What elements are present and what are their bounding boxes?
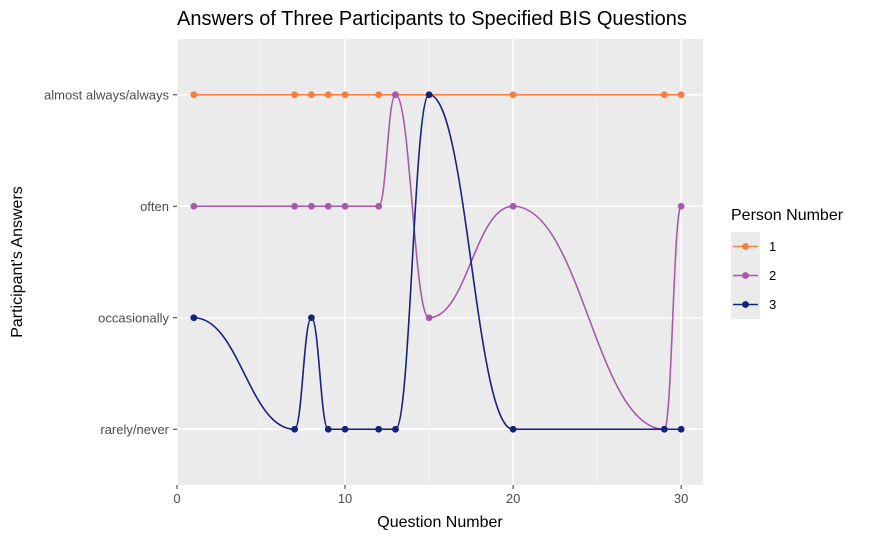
legend: Person Number 1 2 3 [731, 207, 844, 319]
legend-key-point-3 [742, 301, 749, 308]
data-point-series-3 [660, 425, 668, 433]
data-point-series-3 [425, 91, 433, 99]
x-tick-label: 10 [338, 491, 352, 506]
minor-gridlines [260, 39, 598, 485]
data-point-series-2 [509, 202, 517, 210]
legend-key-point-2 [742, 272, 749, 279]
x-tick-label: 30 [674, 491, 688, 506]
data-point-series-3 [341, 425, 349, 433]
data-point-series-1 [660, 91, 668, 99]
data-point-series-1 [341, 91, 349, 99]
x-tick-label: 0 [173, 491, 180, 506]
data-point-series-3 [392, 425, 399, 433]
data-point-series-2 [341, 202, 349, 210]
x-axis: 0 10 20 30 [173, 485, 688, 506]
y-tick-label: often [140, 199, 169, 214]
y-tick-label: occasionally [98, 310, 169, 325]
data-point-series-3 [677, 425, 685, 433]
legend-key-point-1 [742, 243, 749, 250]
data-point-series-2 [308, 202, 315, 210]
data-point-series-2 [190, 202, 198, 210]
series-points [190, 91, 685, 433]
y-tick-label: almost always/always [44, 87, 169, 102]
y-axis-title: Participant's Answers [9, 186, 26, 338]
data-point-series-2 [375, 202, 383, 210]
data-point-series-2 [324, 202, 332, 210]
data-point-series-3 [375, 425, 383, 433]
data-point-series-1 [291, 91, 299, 99]
y-tick-label: rarely/never [100, 422, 169, 437]
data-point-series-3 [308, 314, 315, 322]
data-point-series-1 [324, 91, 332, 99]
legend-title: Person Number [731, 207, 844, 224]
data-point-series-3 [190, 314, 198, 322]
legend-label-1: 1 [769, 239, 776, 254]
x-tick-label: 20 [506, 491, 520, 506]
data-point-series-3 [509, 425, 517, 433]
data-point-series-1 [375, 91, 383, 99]
legend-label-2: 2 [769, 268, 776, 283]
data-point-series-2 [392, 91, 399, 99]
chart-title: Answers of Three Participants to Specifi… [177, 8, 687, 30]
x-axis-title: Question Number [377, 514, 503, 531]
data-point-series-2 [291, 202, 299, 210]
data-point-series-2 [425, 314, 433, 322]
data-point-series-1 [677, 91, 685, 99]
data-point-series-1 [190, 91, 198, 99]
data-point-series-1 [308, 91, 315, 99]
data-point-series-1 [509, 91, 517, 99]
data-point-series-3 [291, 425, 299, 433]
data-point-series-3 [324, 425, 332, 433]
legend-label-3: 3 [769, 297, 776, 312]
data-point-series-2 [677, 202, 685, 210]
y-axis: rarely/never occasionally often almost alwa… [44, 87, 177, 437]
